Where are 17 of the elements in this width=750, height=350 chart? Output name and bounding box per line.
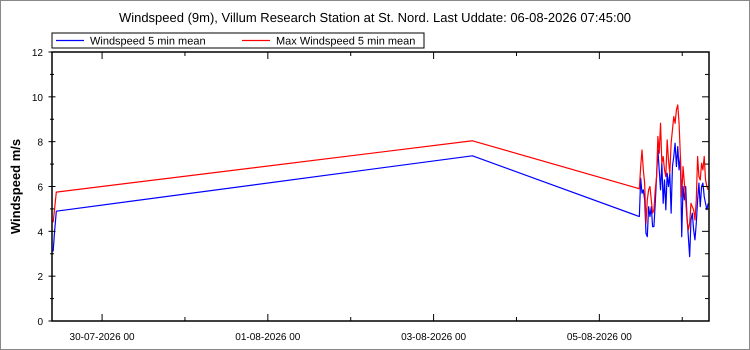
x-tick-label: 01-08-2026 00 (235, 332, 301, 343)
line-series (52, 104, 709, 231)
y-tick-label: 10 (32, 92, 44, 104)
line-series (52, 142, 709, 258)
y-tick-label: 0 (37, 317, 44, 328)
legend-label: Max Windspeed 5 min mean (276, 36, 416, 48)
y-tick-label: 4 (37, 227, 44, 238)
y-tick-label: 8 (37, 138, 44, 149)
y-axis-title: Windspeed m/s (8, 138, 23, 234)
y-tick-label: 6 (37, 182, 44, 194)
chart-title: Windspeed (9m), Villum Research Station at St. Nord. Last Uddate: 06-08-2026 07:45:00 (118, 10, 632, 25)
x-tick-label: 03-08-2026 00 (401, 332, 467, 343)
x-tick-label: 30-07-2026 00 (70, 332, 136, 343)
x-tick-label: 05-08-2026 00 (566, 332, 632, 343)
y-tick-label: 12 (32, 48, 44, 59)
legend-label: Windspeed 5 min mean (90, 36, 206, 48)
y-tick-label: 2 (37, 272, 44, 284)
